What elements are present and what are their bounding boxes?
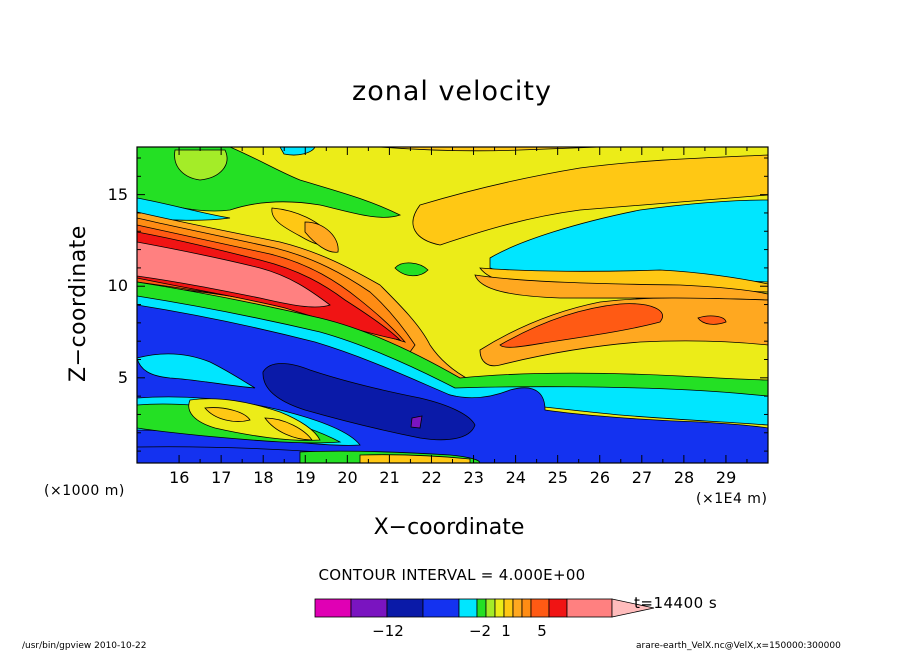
x-axis-label: X−coordinate <box>0 515 904 540</box>
x-tick-marks <box>178 147 748 463</box>
x-tick-label: 17 <box>211 468 232 487</box>
footer-left: /usr/bin/gpview 2010-10-22 <box>22 641 147 651</box>
field-orange-upper-right <box>412 154 768 246</box>
x-axis-label-text: X−coordinate <box>373 515 525 540</box>
colorbar-swatch <box>512 598 523 618</box>
colorbar-swatch <box>530 598 550 618</box>
colorbar-swatch <box>494 598 505 618</box>
colorbar <box>314 598 655 618</box>
colorbar-swatch <box>548 598 568 618</box>
contour-interval-text: CONTOUR INTERVAL = 4.000E+00 <box>318 566 586 584</box>
x-tick-label: 27 <box>631 468 653 487</box>
x-tick-label: 18 <box>253 468 274 487</box>
colorbar-swatch <box>503 598 514 618</box>
y-tick-label: 10 <box>107 276 128 296</box>
y-axis-label: Z−coordinate <box>66 225 91 382</box>
chart-title: zonal velocity <box>352 76 552 107</box>
contour-field <box>137 147 768 463</box>
x-tick-label: 22 <box>421 468 442 487</box>
x-tick-label: 23 <box>463 468 484 487</box>
footer-right: arare-earth_VelX.nc@VelX,x=150000:300000 <box>636 641 841 651</box>
colorbar-tick-label: −12 <box>372 622 404 640</box>
x-tick-label: 21 <box>379 468 400 487</box>
colorbar-tick-label: −2 <box>468 622 492 640</box>
x-tick-label: 29 <box>715 468 737 487</box>
x-tick-label: 19 <box>295 468 316 487</box>
colorbar-swatch <box>314 598 352 618</box>
x-tick-label: 25 <box>547 468 569 487</box>
x-tick-label: 24 <box>505 468 526 487</box>
colorbar-swatch <box>458 598 478 618</box>
colorbar-swatch <box>485 598 496 618</box>
x-tick-label: 16 <box>169 468 190 487</box>
x-tick-label: 26 <box>589 468 611 487</box>
colorbar-swatch <box>350 598 388 618</box>
field-darkblue-core <box>262 363 476 441</box>
x-axis-unit: (×1E4 m) <box>696 491 768 507</box>
colorbar-swatch <box>521 598 532 618</box>
y-tick-label: 5 <box>117 367 128 387</box>
x-tick-label: 28 <box>673 468 695 487</box>
colorbar-tick-label: 1 <box>501 622 511 640</box>
colorbar-swatch <box>422 598 460 618</box>
x-tick-label: 20 <box>337 468 358 487</box>
time-label: t=14400 s <box>634 594 718 612</box>
colorbar-swatch <box>476 598 487 618</box>
field-orange-jet-right <box>479 297 768 367</box>
y-tick-label: 15 <box>107 184 128 204</box>
y-tick-marks <box>137 157 768 452</box>
contour-interval-label: CONTOUR INTERVAL = 4.000E+00 <box>0 566 904 584</box>
colorbar-tick-label: 5 <box>537 622 547 640</box>
colorbar-swatch <box>566 598 613 618</box>
field-pink-core <box>137 241 331 308</box>
field-lightgreen-top <box>174 149 228 181</box>
colorbar-swatch <box>386 598 424 618</box>
colorbar-arrow <box>611 598 655 618</box>
y-axis-unit: (×1000 m) <box>44 483 125 499</box>
